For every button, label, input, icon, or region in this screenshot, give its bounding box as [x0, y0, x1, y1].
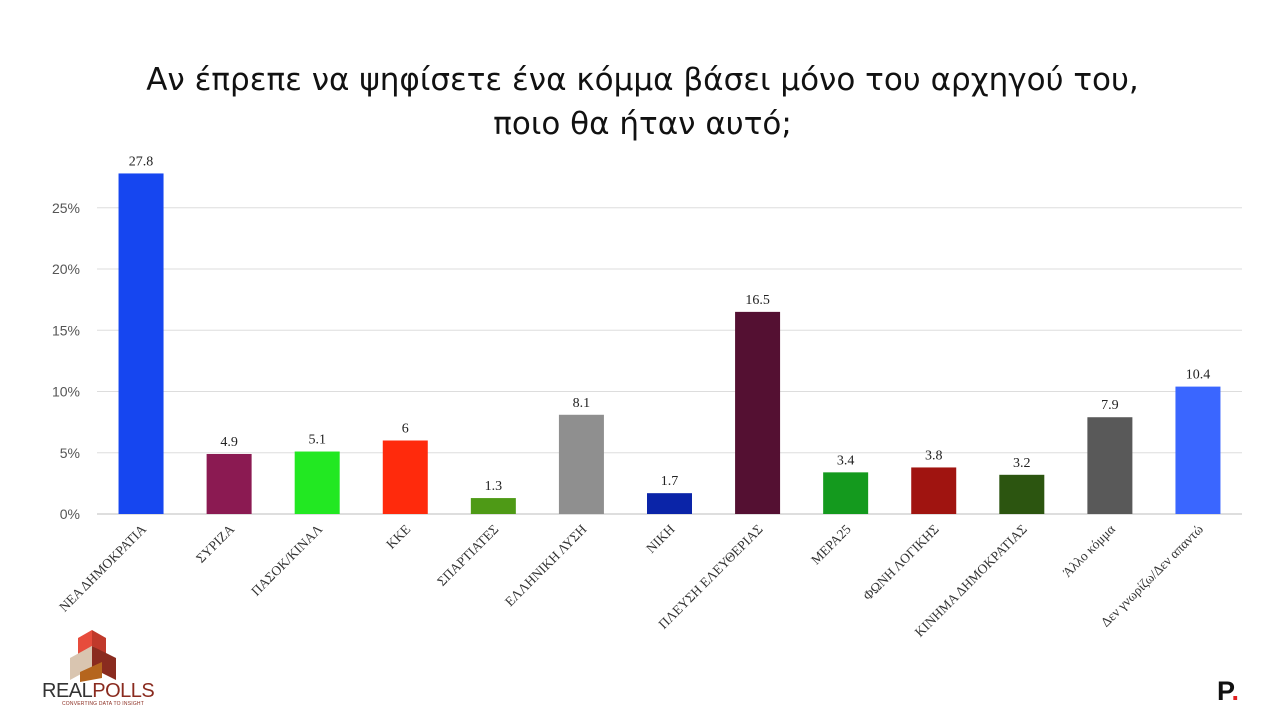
y-axis-ticks: 0% 5% 10% 15% 20% 25% [52, 200, 80, 522]
data-label: 4.9 [220, 435, 238, 450]
data-label: 6 [402, 422, 409, 437]
bar [823, 472, 869, 514]
realpolls-polls: POLLS [92, 680, 155, 702]
category-label: ΝΕΑ ΔΗΜΟΚΡΑΤΙΑ [56, 521, 149, 614]
y-tick-label: 5% [60, 445, 80, 461]
y-tick-label: 25% [52, 200, 80, 216]
bar [735, 311, 781, 514]
realpolls-tagline: CONVERTING DATA TO INSIGHT [62, 701, 144, 707]
data-label: 16.5 [745, 293, 770, 308]
data-label: 1.7 [661, 474, 679, 489]
data-label: 3.2 [1013, 456, 1031, 471]
data-label: 27.8 [129, 154, 154, 169]
category-labels: ΝΕΑ ΔΗΜΟΚΡΑΤΙΑ ΣΥΡΙΖΑ ΠΑΣΟΚ/ΚΙΝΑΛ ΚΚΕ ΣΠΑΡΤΙ… [56, 521, 1206, 639]
chart-title-line-2: ποιο θα ήταν αυτό; [493, 106, 792, 142]
realpolls-logo-text: REALPOLLS [42, 680, 155, 703]
category-label: ΣΥΡΙΖΑ [193, 521, 237, 565]
gridlines [97, 207, 1242, 515]
category-label: ΦΩΝΗ ΛΟΓΙΚΗΣ [860, 521, 942, 603]
chart-title-line-1: Αν έπρεπε να ψηφίσετε ένα κόμμα βάσει μό… [146, 62, 1139, 98]
y-tick-label: 0% [60, 506, 80, 522]
bar [558, 414, 604, 514]
category-label: ΠΑΣΟΚ/ΚΙΝΑΛ [248, 521, 325, 598]
bar [999, 474, 1045, 514]
bar [206, 453, 252, 514]
realpolls-logo-icon [70, 630, 116, 682]
bar [1087, 417, 1133, 514]
category-label: ΠΛΕΥΣΗ ΕΛΕΥΘΕΡΙΑΣ [655, 521, 765, 631]
y-tick-label: 15% [52, 322, 80, 338]
data-label: 8.1 [573, 396, 591, 411]
data-labels: 27.8 4.9 5.1 6 1.3 8.1 1.7 16.5 3.4 3.8 3.2 7.9 10.4 [129, 154, 1210, 494]
category-label: ΚΚΕ [383, 522, 413, 552]
bar [294, 451, 340, 514]
category-label: ΣΠΑΡΤΙΑΤΕΣ [434, 521, 501, 588]
chart-title: Αν έπρεπε να ψηφίσετε ένα κόμμα βάσει μό… [0, 58, 1285, 146]
p-logo-dot: . [1231, 676, 1239, 706]
bars [118, 173, 1221, 514]
data-label: 3.4 [837, 453, 855, 468]
bar [647, 493, 692, 514]
data-label: 1.3 [485, 479, 503, 494]
category-label: ΝΙΚΗ [643, 521, 678, 556]
category-label: Δεν γνωρίζω/Δεν απαντώ [1098, 521, 1206, 629]
realpolls-real: REAL [42, 680, 93, 702]
y-tick-label: 20% [52, 261, 80, 277]
category-label: ΜΕΡΑ25 [808, 521, 854, 567]
p-logo: P. [1217, 676, 1239, 707]
category-label: ΕΛΛΗΝΙΚΗ ΛΥΣΗ [502, 521, 590, 609]
bar [470, 498, 516, 514]
p-logo-letter: P [1216, 676, 1232, 706]
data-label: 7.9 [1101, 398, 1119, 413]
category-label: Άλλο κόμμα [1059, 522, 1118, 581]
data-label: 5.1 [308, 433, 326, 448]
bar [382, 440, 428, 514]
bar [911, 467, 957, 514]
data-label: 10.4 [1186, 368, 1211, 383]
y-tick-label: 10% [52, 384, 80, 400]
bar [1175, 386, 1221, 514]
bar [118, 173, 164, 514]
data-label: 3.8 [925, 448, 943, 463]
